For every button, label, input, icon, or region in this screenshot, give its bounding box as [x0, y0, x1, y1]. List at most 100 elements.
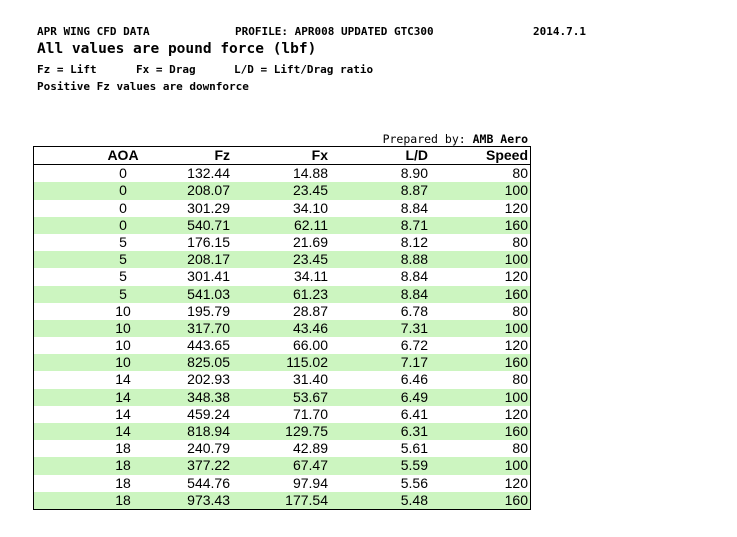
cell: 66.00: [292, 337, 328, 354]
profile: PROFILE: APR008 UPDATED GTC300: [235, 25, 434, 38]
cell: 80: [512, 302, 528, 319]
cell: 18: [115, 491, 131, 508]
table-row: 18 973.43 177.54 5.48 160: [34, 491, 530, 509]
cell: 5.59: [400, 457, 428, 474]
cell: 120: [504, 474, 528, 491]
cell: 0: [119, 182, 127, 199]
cell: 18: [115, 474, 131, 491]
cell: 6.78: [400, 302, 428, 319]
table-row: 14 818.94 129.75 6.31 160: [34, 423, 530, 441]
cell: 10: [115, 354, 131, 371]
cell: 14: [115, 371, 131, 388]
cell: 5: [119, 233, 127, 250]
cell: 5.56: [400, 474, 428, 491]
cell: 8.84: [400, 285, 428, 302]
legend-fz: Fz = Lift: [37, 63, 97, 76]
cell: 14: [115, 423, 131, 439]
cell: 6.46: [400, 371, 428, 388]
column-header: L/D: [405, 147, 428, 163]
data-table: AOA Fz Fx L/D Speed 0 132.44 14.88 8.90 80 0 208.07…: [33, 146, 531, 510]
cell: 67.47: [292, 457, 328, 474]
cell: 28.87: [292, 302, 328, 319]
cell: 208.07: [187, 182, 230, 199]
table-row: 10 317.70 43.46 7.31 100: [34, 319, 530, 338]
cell: 115.02: [286, 354, 328, 371]
note: Positive Fz values are downforce: [37, 80, 249, 93]
cell: 348.38: [187, 388, 230, 405]
cell: 5.48: [400, 491, 428, 508]
cell: 18: [115, 457, 131, 474]
cell: 21.69: [292, 233, 328, 250]
cell: 8.12: [400, 233, 428, 250]
header-row: AOA Fz Fx L/D Speed: [34, 147, 530, 166]
cell: 120: [504, 337, 528, 354]
cell: 240.79: [187, 440, 230, 457]
cell: 18: [115, 440, 131, 457]
cell: 14: [115, 405, 131, 422]
column-header: AOA: [107, 147, 139, 163]
cell: 100: [504, 388, 528, 405]
cell: 14: [115, 388, 131, 405]
table-row: 18 544.76 97.94 5.56 120: [34, 475, 530, 492]
cell: 8.87: [400, 182, 428, 199]
cell: 377.22: [187, 457, 230, 474]
cell: 0: [119, 216, 127, 233]
cell: 80: [512, 371, 528, 388]
cell: 6.72: [400, 337, 428, 354]
cell: 100: [504, 319, 528, 336]
units: All values are pound force (lbf): [37, 41, 317, 57]
cell: 34.10: [292, 199, 328, 216]
date: 2014.7.1: [533, 25, 586, 38]
cell: 10: [115, 302, 131, 319]
cell: 80: [512, 233, 528, 250]
table-row: 0 301.29 34.10 8.84 120: [34, 200, 530, 217]
table-row: 10 825.05 115.02 7.17 160: [34, 354, 530, 372]
cell: 8.90: [400, 165, 428, 182]
cell: 53.67: [292, 388, 328, 405]
cell: 6.49: [400, 388, 428, 405]
cell: 160: [504, 423, 528, 439]
cell: 23.45: [292, 251, 328, 268]
prepared-by: Prepared by: AMB Aero: [383, 132, 528, 146]
table-row: 10 443.65 66.00 6.72 120: [34, 337, 530, 354]
cell: 71.70: [292, 405, 328, 422]
cell: 8.84: [400, 268, 428, 285]
cell: 61.23: [292, 285, 328, 302]
cell: 317.70: [187, 319, 230, 336]
cell: 540.71: [187, 216, 230, 233]
prepared-label: Prepared by:: [382, 132, 466, 146]
table-row: 0 540.71 62.11 8.71 160: [34, 216, 530, 234]
table-row: 14 348.38 53.67 6.49 100: [34, 388, 530, 406]
cell: 7.17: [400, 354, 428, 371]
cell: 120: [504, 199, 528, 216]
cell: 14.88: [292, 165, 328, 182]
cell: 5: [119, 285, 127, 302]
cell: 6.41: [400, 405, 428, 422]
column-header: Fx: [311, 147, 328, 163]
table-row: 0 208.07 23.45 8.87 100: [34, 182, 530, 200]
cell: 0: [119, 199, 127, 216]
cell: 176.15: [187, 233, 230, 250]
prepared-name: AMB Aero: [472, 132, 528, 146]
cell: 10: [115, 319, 131, 336]
cell: 5: [119, 268, 127, 285]
cell: 160: [504, 491, 528, 508]
cell: 23.45: [292, 182, 328, 199]
table-row: 18 377.22 67.47 5.59 100: [34, 457, 530, 475]
cell: 120: [504, 268, 528, 285]
table-row: 5 541.03 61.23 8.84 160: [34, 285, 530, 303]
doc-title: APR WING CFD DATA: [37, 25, 150, 38]
cell: 301.29: [187, 199, 230, 216]
table-row: 5 301.41 34.11 8.84 120: [34, 268, 530, 285]
cell: 129.75: [285, 423, 328, 439]
cell: 31.40: [292, 371, 328, 388]
cell: 160: [504, 354, 528, 371]
cell: 973.43: [187, 491, 230, 508]
cell: 0: [119, 165, 127, 182]
cell: 8.84: [400, 199, 428, 216]
legend-ld: L/D = Lift/Drag ratio: [234, 63, 374, 76]
cell: 544.76: [187, 474, 230, 491]
cell: 202.93: [187, 371, 230, 388]
legend-fx: Fx = Drag: [136, 63, 196, 76]
